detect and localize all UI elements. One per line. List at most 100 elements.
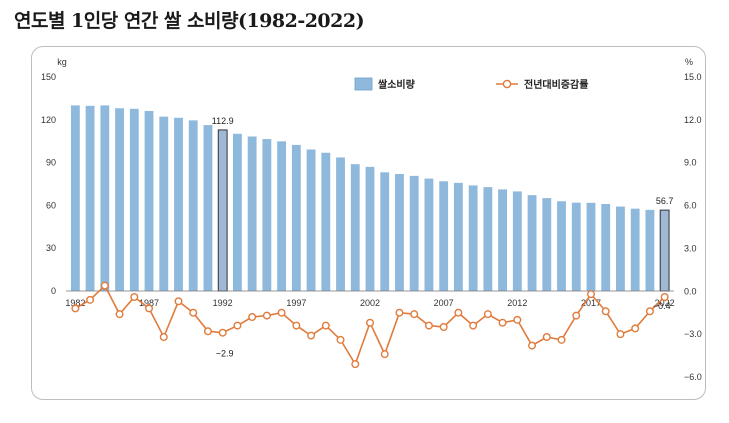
bar-2017 bbox=[586, 202, 596, 291]
growth-rate-point-2008 bbox=[454, 308, 463, 317]
bar-1986 bbox=[129, 108, 139, 291]
legend-label-bar: 쌀소비량 bbox=[378, 78, 416, 91]
growth-rate-point-2003 bbox=[380, 350, 389, 359]
y-left-tick-label: 0 bbox=[51, 286, 56, 296]
growth-rate-point-2012 bbox=[513, 315, 522, 324]
data-label-1992: 112.9 bbox=[212, 116, 234, 126]
growth-rate-point-1999 bbox=[321, 321, 330, 330]
y-right-tick-label: −3.0 bbox=[684, 329, 702, 339]
bar-2008 bbox=[453, 182, 463, 291]
data-label-1992: −2.9 bbox=[216, 349, 234, 359]
bar-2018 bbox=[601, 203, 611, 291]
y-right-tick-label: 0.0 bbox=[684, 286, 697, 296]
x-tick-label: 2017 bbox=[581, 298, 601, 308]
x-tick-label: 1997 bbox=[286, 298, 306, 308]
bar-2005 bbox=[409, 175, 419, 291]
bar-1990 bbox=[188, 120, 198, 291]
legend-label-line: 전년대비증감률 bbox=[524, 78, 588, 91]
bar-2010 bbox=[483, 187, 493, 291]
bar-2019 bbox=[616, 206, 625, 291]
growth-rate-point-1996 bbox=[277, 308, 286, 317]
bar-2006 bbox=[424, 178, 434, 291]
y-right-tick-label: 9.0 bbox=[684, 158, 697, 168]
growth-rate-point-2019 bbox=[616, 330, 625, 339]
bar-1991 bbox=[203, 125, 213, 291]
bar-2022 bbox=[659, 209, 670, 292]
growth-rate-point-2017 bbox=[586, 290, 595, 299]
bar-2002 bbox=[365, 166, 375, 291]
bar-1988 bbox=[159, 116, 169, 291]
growth-rate-point-1997 bbox=[292, 321, 301, 330]
y-left-unit: kg bbox=[57, 57, 67, 67]
growth-rate-point-2018 bbox=[601, 307, 610, 316]
growth-rate-point-1992 bbox=[218, 328, 227, 337]
bar-2020 bbox=[630, 208, 640, 291]
bar-2003 bbox=[380, 172, 390, 291]
bar-1994 bbox=[247, 136, 257, 291]
growth-rate-point-2002 bbox=[366, 318, 375, 327]
growth-rate-point-1991 bbox=[203, 327, 212, 336]
growth-rate-point-2021 bbox=[645, 307, 654, 316]
legend-swatch-bar bbox=[354, 77, 373, 91]
bar-2000 bbox=[336, 157, 345, 291]
growth-rate-point-1990 bbox=[189, 308, 198, 317]
y-left-tick-label: 150 bbox=[41, 72, 56, 82]
bar-1987 bbox=[144, 110, 154, 291]
bar-1983 bbox=[85, 105, 95, 291]
growth-rate-point-2007 bbox=[439, 323, 448, 332]
bar-1992 bbox=[217, 129, 228, 292]
data-label-2022: −0.4 bbox=[653, 301, 671, 311]
growth-rate-point-2011 bbox=[498, 318, 507, 327]
bar-2021 bbox=[645, 209, 655, 291]
y-right-tick-label: 3.0 bbox=[684, 243, 697, 253]
x-tick-label: 2012 bbox=[507, 298, 527, 308]
growth-rate-point-2010 bbox=[483, 310, 492, 319]
y-left-tick-label: 120 bbox=[41, 115, 56, 125]
bar-1999 bbox=[321, 152, 331, 291]
bar-2013 bbox=[527, 195, 537, 291]
growth-rate-point-1998 bbox=[307, 331, 316, 340]
data-label-2022: 56.7 bbox=[656, 196, 674, 206]
x-tick-label: 1992 bbox=[213, 298, 233, 308]
bar-1989 bbox=[174, 117, 183, 291]
growth-rate-point-1995 bbox=[262, 311, 271, 320]
bar-1993 bbox=[232, 133, 242, 291]
bar-2004 bbox=[395, 174, 404, 291]
bar-2001 bbox=[350, 164, 360, 291]
y-right-tick-label: 15.0 bbox=[684, 72, 702, 82]
growth-rate-point-2014 bbox=[542, 333, 551, 342]
bar-1995 bbox=[262, 139, 272, 291]
x-tick-label: 1987 bbox=[139, 298, 159, 308]
growth-rate-point-1989 bbox=[174, 297, 183, 306]
bar-2012 bbox=[512, 191, 522, 291]
bar-2009 bbox=[468, 185, 478, 291]
growth-rate-point-2004 bbox=[395, 308, 404, 317]
legend-swatch-marker bbox=[502, 79, 512, 89]
growth-rate-point-2020 bbox=[631, 324, 640, 333]
bar-1984 bbox=[100, 105, 110, 292]
growth-rate-point-2015 bbox=[557, 335, 566, 344]
growth-rate-point-2000 bbox=[336, 335, 345, 344]
bar-2007 bbox=[439, 181, 449, 291]
growth-rate-point-2006 bbox=[424, 321, 433, 330]
growth-rate-point-2016 bbox=[572, 311, 581, 320]
growth-rate-point-1984 bbox=[100, 281, 109, 290]
x-tick-label: 1982 bbox=[65, 298, 85, 308]
y-left-tick-label: 60 bbox=[46, 200, 56, 210]
x-tick-label: 2022 bbox=[655, 298, 675, 308]
growth-rate-point-1986 bbox=[130, 293, 139, 302]
y-right-tick-label: 12.0 bbox=[684, 115, 702, 125]
bar-1997 bbox=[291, 144, 301, 291]
growth-rate-point-1983 bbox=[86, 295, 95, 304]
growth-rate-point-1994 bbox=[248, 313, 257, 322]
bar-1996 bbox=[277, 141, 287, 291]
growth-rate-point-1993 bbox=[233, 321, 242, 330]
y-right-tick-label: 6.0 bbox=[684, 201, 697, 211]
growth-rate-point-2001 bbox=[351, 360, 360, 369]
x-tick-label: 2007 bbox=[434, 298, 454, 308]
x-tick-label: 2002 bbox=[360, 298, 380, 308]
growth-rate-point-2005 bbox=[410, 310, 419, 319]
bar-2011 bbox=[498, 189, 508, 291]
bar-2016 bbox=[571, 202, 581, 291]
y-right-unit: % bbox=[685, 57, 693, 67]
